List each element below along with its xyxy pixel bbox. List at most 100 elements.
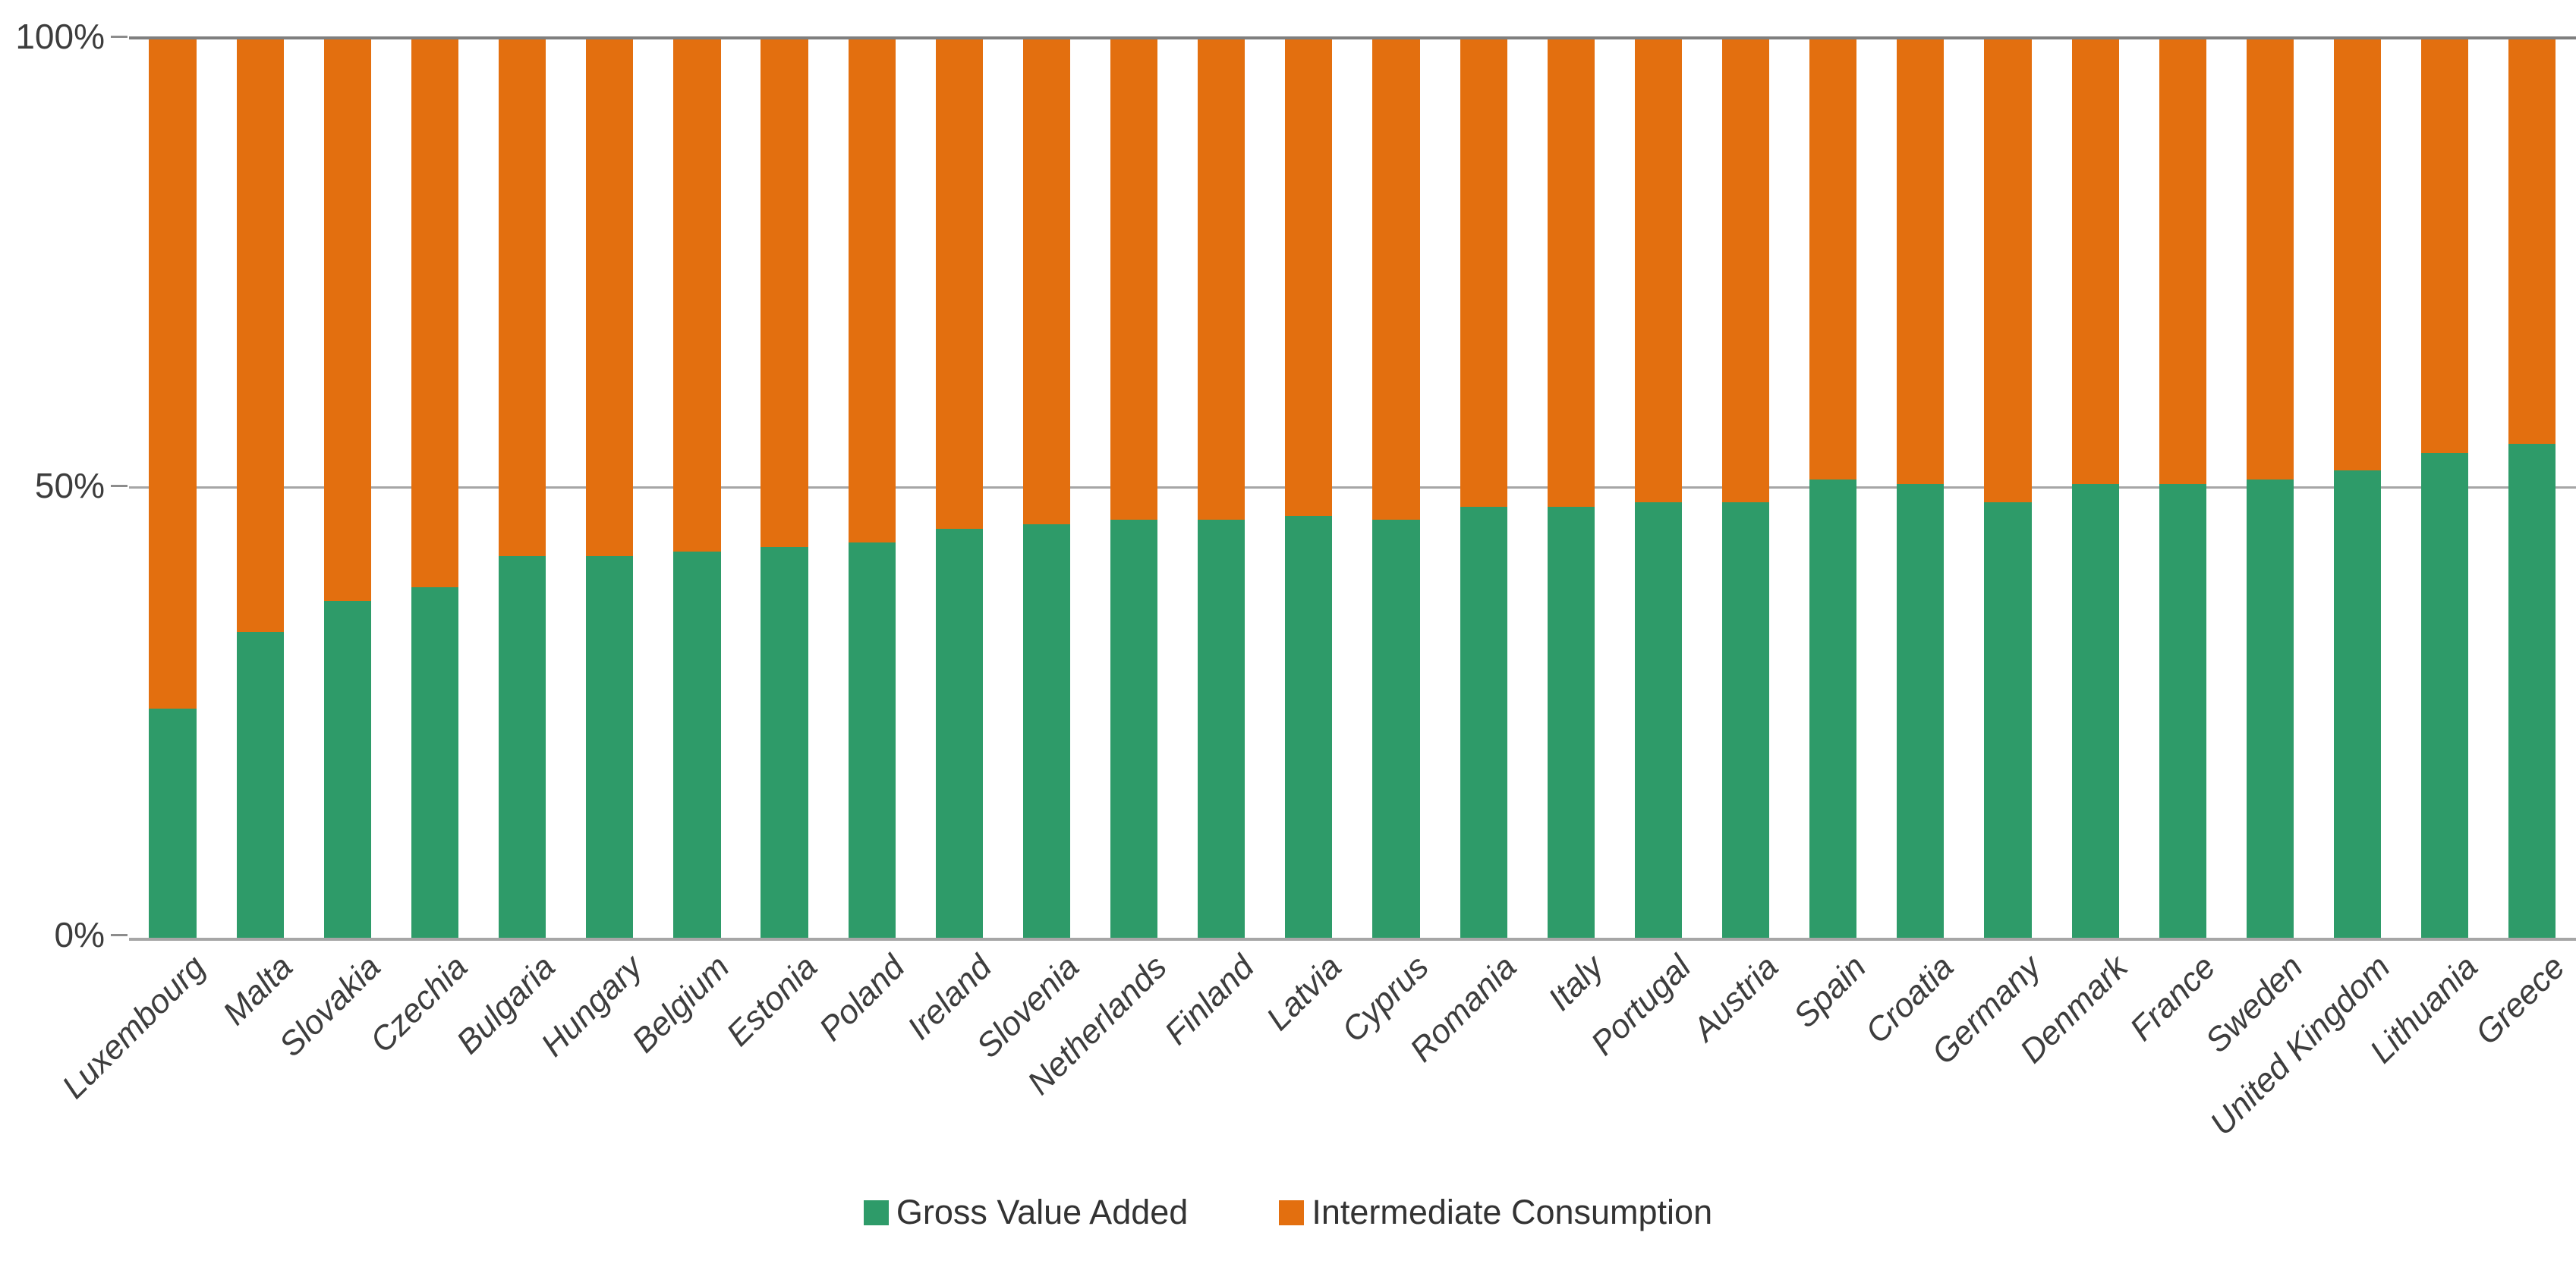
x-axis-label-malta: Malta — [216, 948, 301, 1033]
segment-gross-value-added — [1722, 502, 1770, 938]
segment-gross-value-added — [2071, 484, 2119, 938]
segment-intermediate-consumption — [2421, 39, 2469, 453]
segment-intermediate-consumption — [2508, 39, 2556, 444]
bar-slot — [391, 39, 478, 938]
bar-slot — [1440, 39, 1527, 938]
segment-intermediate-consumption — [1022, 39, 1071, 525]
bar-slot — [653, 39, 741, 938]
segment-gross-value-added — [1110, 520, 1158, 938]
legend-label: Intermediate Consumption — [1312, 1193, 1713, 1231]
bar-slot — [915, 39, 1003, 938]
segment-intermediate-consumption — [1547, 39, 1595, 507]
bar-slot — [2139, 39, 2226, 938]
legend-marker-intermediate-consumption — [1279, 1200, 1305, 1225]
gridline-50 — [129, 486, 2576, 489]
bar-slot — [1877, 39, 1964, 938]
segment-intermediate-consumption — [236, 39, 284, 633]
segment-intermediate-consumption — [673, 39, 721, 552]
bar-slot — [828, 39, 915, 938]
bar-slot — [741, 39, 828, 938]
bar-italy — [1547, 39, 1595, 938]
bar-slot — [1003, 39, 1090, 938]
segment-gross-value-added — [2334, 470, 2382, 938]
bar-slot — [2314, 39, 2401, 938]
bar-croatia — [1897, 39, 1945, 938]
y-axis-tick-mark — [111, 934, 128, 936]
segment-intermediate-consumption — [411, 39, 459, 588]
segment-intermediate-consumption — [1460, 39, 1507, 507]
segment-gross-value-added — [848, 542, 896, 938]
bar-slot — [1702, 39, 1790, 938]
bar-greece — [2508, 39, 2556, 938]
legend: Gross Value Added Intermediate Consumptio… — [0, 1194, 2576, 1231]
segment-gross-value-added — [1372, 520, 1420, 938]
y-axis-tick-label-100: 100% — [15, 17, 105, 56]
segment-gross-value-added — [1809, 480, 1857, 938]
segment-intermediate-consumption — [1110, 39, 1158, 520]
bar-lithuania — [2421, 39, 2469, 938]
segment-gross-value-added — [1547, 506, 1595, 938]
segment-gross-value-added — [935, 529, 983, 938]
bar-hungary — [586, 39, 634, 938]
segment-gross-value-added — [1460, 506, 1507, 938]
legend-marker-gross-value-added — [863, 1200, 889, 1225]
bar-slot — [1265, 39, 1353, 938]
segment-intermediate-consumption — [1984, 39, 2032, 502]
legend-item-intermediate-consumption: Intermediate Consumption — [1279, 1194, 1712, 1231]
segment-gross-value-added — [1198, 520, 1245, 938]
x-axis-label-poland: Poland — [811, 948, 912, 1049]
bar-finland — [1198, 39, 1245, 938]
segment-intermediate-consumption — [586, 39, 634, 556]
segment-intermediate-consumption — [499, 39, 546, 556]
segment-intermediate-consumption — [1372, 39, 1420, 520]
bar-slot — [2401, 39, 2489, 938]
segment-intermediate-consumption — [323, 39, 371, 601]
bar-sweden — [2246, 39, 2294, 938]
segment-intermediate-consumption — [761, 39, 808, 547]
bar-slot — [1527, 39, 1614, 938]
y-axis-tick-label-0: 0% — [54, 915, 105, 954]
bar-slot — [1178, 39, 1265, 938]
plot-area — [129, 36, 2576, 941]
bar-cyprus — [1372, 39, 1420, 938]
bar-slot — [1614, 39, 1702, 938]
bar-slot — [304, 39, 391, 938]
bar-belgium — [673, 39, 721, 938]
bar-united-kingdom — [2334, 39, 2382, 938]
segment-gross-value-added — [411, 587, 459, 938]
bar-slot — [479, 39, 566, 938]
segment-gross-value-added — [2159, 484, 2206, 938]
bar-bulgaria — [499, 39, 546, 938]
bar-slovakia — [323, 39, 371, 938]
bar-slot — [216, 39, 304, 938]
bar-slot — [2052, 39, 2139, 938]
segment-intermediate-consumption — [1634, 39, 1683, 502]
bars-container — [129, 39, 2576, 938]
segment-intermediate-consumption — [848, 39, 896, 543]
bar-luxembourg — [149, 39, 197, 938]
bar-slot — [1790, 39, 1877, 938]
bar-malta — [236, 39, 284, 938]
segment-gross-value-added — [499, 555, 546, 938]
y-axis-tick-label-50: 50% — [34, 466, 105, 505]
segment-intermediate-consumption — [2246, 39, 2294, 480]
y-axis-tick-mark — [111, 485, 128, 487]
bar-slot — [2226, 39, 2313, 938]
segment-gross-value-added — [1897, 484, 1945, 938]
bar-austria — [1722, 39, 1770, 938]
bar-slot — [1091, 39, 1178, 938]
bar-slot — [566, 39, 653, 938]
bar-denmark — [2071, 39, 2119, 938]
x-axis-label-luxembourg: Luxembourg — [55, 948, 213, 1106]
segment-intermediate-consumption — [1897, 39, 1945, 485]
segment-intermediate-consumption — [2159, 39, 2206, 485]
bar-slot — [1353, 39, 1440, 938]
x-axis-label-estonia: Estonia — [719, 948, 825, 1054]
segment-intermediate-consumption — [1198, 39, 1245, 520]
segment-gross-value-added — [2508, 443, 2556, 938]
bar-estonia — [761, 39, 808, 938]
segment-gross-value-added — [236, 632, 284, 938]
segment-gross-value-added — [1634, 502, 1683, 938]
segment-intermediate-consumption — [1285, 39, 1333, 516]
segment-gross-value-added — [586, 555, 634, 938]
